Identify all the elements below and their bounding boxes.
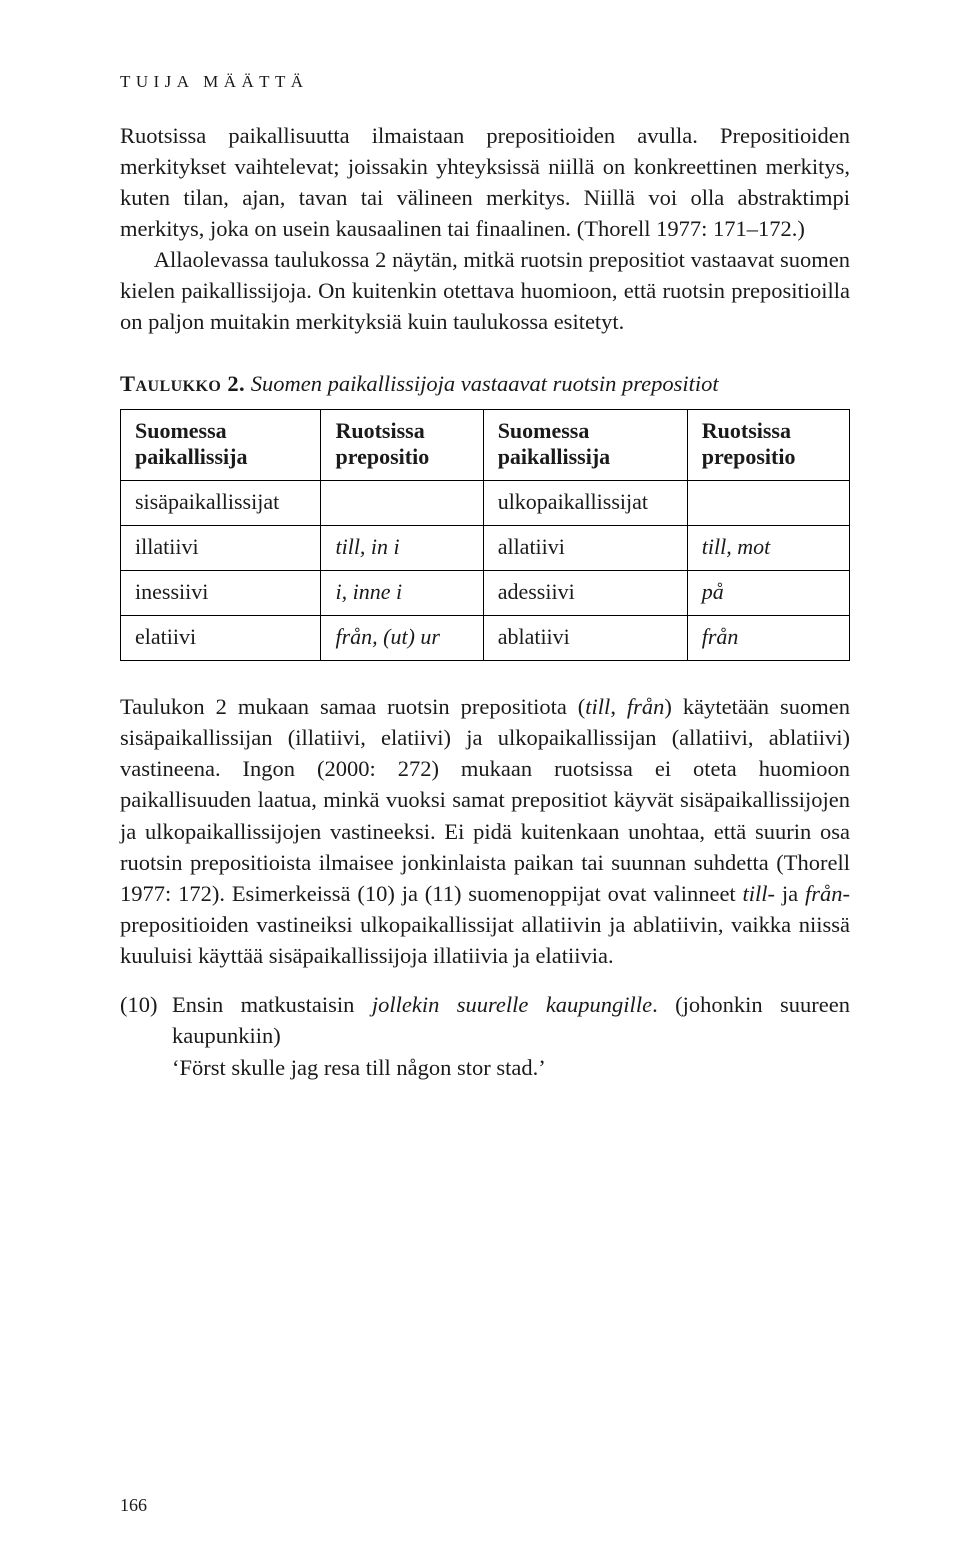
example-number: (10) <box>120 989 172 1052</box>
cell <box>687 481 849 526</box>
paragraph-2: Allaolevassa taulukossa 2 näytän, mitkä … <box>120 244 850 337</box>
cell: adessiivi <box>483 571 687 616</box>
cell: allatiivi <box>483 526 687 571</box>
text: Ensin matkustaisin <box>172 992 372 1017</box>
table-row: inessiivi i, inne i adessiivi på <box>121 571 850 616</box>
cell: i, inne i <box>321 571 483 616</box>
cell: till, in i <box>321 526 483 571</box>
cell: från, (ut) ur <box>321 616 483 661</box>
text-italic: till <box>585 694 610 719</box>
cell <box>321 481 483 526</box>
paragraph-3: Taulukon 2 mukaan samaa ruotsin preposit… <box>120 691 850 970</box>
caption-rest: Suomen paikallissijoja vastaavat ruotsin… <box>245 371 719 396</box>
th-suomessa-1: Suomessa paikallissija <box>121 410 321 481</box>
cases-table: Suomessa paikallissija Ruotsissa preposi… <box>120 409 850 661</box>
table-header-row: Suomessa paikallissija Ruotsissa preposi… <box>121 410 850 481</box>
th-ruotsissa-1: Ruotsissa prepositio <box>321 410 483 481</box>
cell: ablatiivi <box>483 616 687 661</box>
cell: ulkopaikallissijat <box>483 481 687 526</box>
cell: på <box>687 571 849 616</box>
cell: till, mot <box>687 526 849 571</box>
cell: sisäpaikallissijat <box>121 481 321 526</box>
running-head: TUIJA MÄÄTTÄ <box>120 72 850 92</box>
paragraph-1: Ruotsissa paikallisuutta ilmaistaan prep… <box>120 120 850 244</box>
table-row: sisäpaikallissijat ulkopaikallissijat <box>121 481 850 526</box>
text-italic: till <box>743 881 768 906</box>
cell: elatiivi <box>121 616 321 661</box>
example-line-1: Ensin matkustaisin jollekin suurelle kau… <box>172 989 850 1052</box>
page-number: 166 <box>120 1495 147 1516</box>
table-row: elatiivi från, (ut) ur ablatiivi från <box>121 616 850 661</box>
cell: från <box>687 616 849 661</box>
cell: inessiivi <box>121 571 321 616</box>
example-10: (10) Ensin matkustaisin jollekin suurell… <box>120 989 850 1084</box>
text: ) käytetään suomen sisäpaikallissijan (i… <box>120 694 850 905</box>
th-ruotsissa-2: Ruotsissa prepositio <box>687 410 849 481</box>
text: - ja <box>768 881 805 906</box>
text: , <box>610 694 627 719</box>
text-italic: jollekin suurelle kaupungille <box>372 992 652 1017</box>
table-row: illatiivi till, in i allatiivi till, mot <box>121 526 850 571</box>
th-suomessa-2: Suomessa paikallissija <box>483 410 687 481</box>
text-italic: från <box>627 694 665 719</box>
caption-lead: Taulukko 2. <box>120 371 245 396</box>
body-text-block-2: Taulukon 2 mukaan samaa ruotsin preposit… <box>120 691 850 970</box>
table-caption: Taulukko 2. Suomen paikallissijoja vasta… <box>120 371 850 397</box>
text-italic: från <box>805 881 843 906</box>
cell: illatiivi <box>121 526 321 571</box>
example-gloss: ‘Först skulle jag resa till någon stor s… <box>172 1052 850 1084</box>
body-text-block-1: Ruotsissa paikallisuutta ilmaistaan prep… <box>120 120 850 337</box>
text: Taulukon 2 mukaan samaa ruotsin preposit… <box>120 694 585 719</box>
